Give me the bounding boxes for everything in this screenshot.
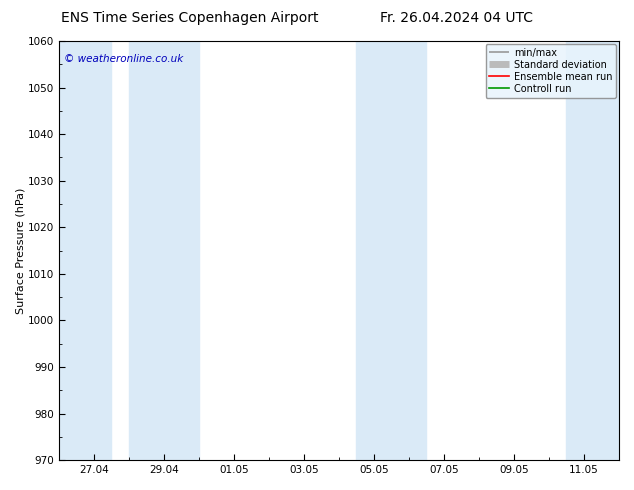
Text: © weatheronline.co.uk: © weatheronline.co.uk [65, 53, 184, 64]
Bar [129, 41, 199, 460]
Y-axis label: Surface Pressure (hPa): Surface Pressure (hPa) [15, 187, 25, 314]
Text: Fr. 26.04.2024 04 UTC: Fr. 26.04.2024 04 UTC [380, 11, 533, 25]
Bar [567, 41, 619, 460]
Text: ENS Time Series Copenhagen Airport: ENS Time Series Copenhagen Airport [61, 11, 319, 25]
Bar [356, 41, 427, 460]
Legend: min/max, Standard deviation, Ensemble mean run, Controll run: min/max, Standard deviation, Ensemble me… [486, 44, 616, 98]
Bar [59, 41, 112, 460]
